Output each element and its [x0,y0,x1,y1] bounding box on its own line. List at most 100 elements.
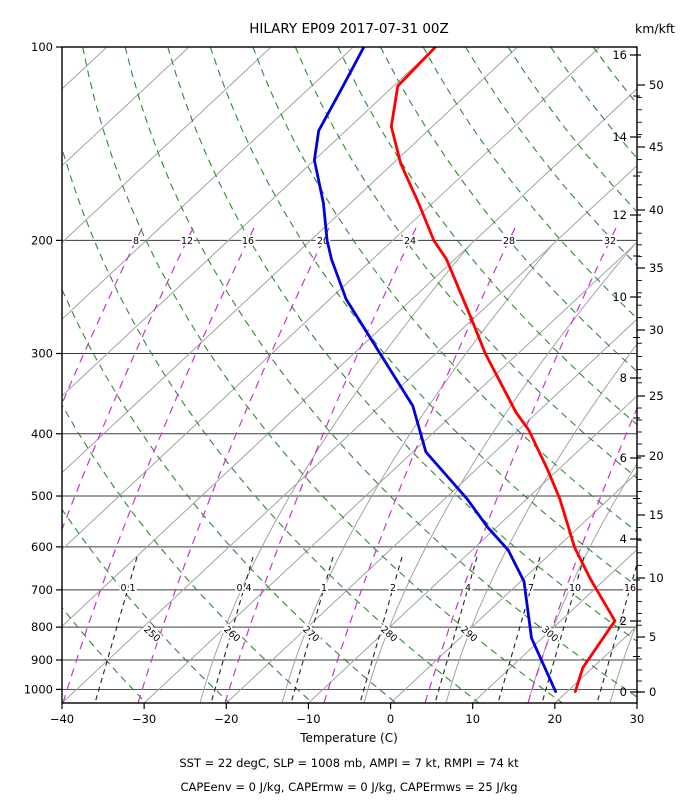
isotherm-line [0,47,25,703]
mixing-ratio-line [434,556,478,703]
km-tick-label: 14 [612,130,627,144]
altitude-unit-label: km/kft [635,21,675,36]
line-value-label: 32 [604,236,616,247]
km-tick-label: 10 [612,290,627,304]
mixing-ratio-line [94,556,138,703]
dry-adiabat-line [550,47,637,159]
footer-stats-line1: SST = 22 degC, SLP = 1008 mb, AMPI = 7 k… [179,756,519,770]
temperature-tick-label: −10 [296,712,320,726]
line-value-label: 0.1 [120,583,135,594]
kft-tick-label: 35 [649,261,664,275]
kft-tick-label: 30 [649,323,664,337]
kft-tick-label: 15 [649,508,664,522]
temperature-tick-label: 20 [548,712,563,726]
isotherm-line [62,164,637,703]
dry-adiabat-line [294,47,637,479]
pressure-tick-label: 800 [31,620,53,634]
isotherm-line [472,548,637,703]
km-tick-label: 2 [620,614,627,628]
temperature-tick-label: 10 [465,712,480,726]
isotherm-line [62,47,108,90]
magenta-dashed-line [62,227,255,703]
moist-adiabat-line [199,244,471,703]
pressure-tick-label: 400 [31,427,53,441]
line-value-label: 24 [404,236,416,247]
kft-tick-label: 40 [649,203,664,217]
isotherm-line [143,241,637,703]
pressure-tick-label: 600 [31,540,53,554]
dry-adiabat-line [507,47,637,213]
dry-adiabat-line [62,403,313,703]
moist-adiabat-line [281,244,553,703]
km-tick-label: 16 [612,48,627,62]
moist-adiabat-line [445,343,637,703]
isotherm-line [62,47,354,320]
magenta-dashed-lines [62,227,637,703]
dry-adiabat-line [465,47,637,267]
kft-tick-label: 5 [649,630,656,644]
isotherm-lines [0,47,637,703]
kft-tick-label: 0 [649,685,656,699]
line-value-label: 2 [390,583,396,594]
km-tick-label: 0 [620,685,627,699]
dry-adiabat-line [62,606,147,703]
pressure-tick-label: 100 [31,40,53,54]
dry-adiabat-line [82,47,563,703]
isotherm-line [62,47,436,397]
line-value-label: 10 [569,583,581,594]
dry-adiabat-line [252,47,637,533]
kft-tick-label: 20 [649,449,664,463]
dry-adiabat-line [62,508,230,703]
temperature-tick-label: −30 [132,712,156,726]
mixing-ratio-line [210,556,254,703]
pressure-tick-label: 900 [31,653,53,667]
isotherm-line [62,47,518,474]
isotherm-line [62,47,272,244]
line-value-label: 28 [503,236,515,247]
line-value-label: 7 [528,583,534,594]
line-value-label: 4 [465,583,471,594]
magenta-dashed-line [224,227,417,703]
dewpoint-curve [312,47,557,693]
km-tick-label: 8 [620,371,627,385]
magenta-dashed-line [323,227,516,703]
mixing-ratio-line [596,561,637,703]
km-tick-label: 12 [612,208,627,222]
temperature-tick-label: 0 [387,712,394,726]
pressure-tick-label: 300 [31,346,53,360]
kft-tick-label: 50 [649,78,664,92]
dry-adiabat-line [62,701,64,703]
mixing-ratio-line [497,556,541,703]
x-axis-title: Temperature (C) [299,731,398,745]
magenta-dashed-line [424,227,617,703]
dry-adiabat-line [592,47,637,105]
dry-adiabat-lines [62,47,637,703]
sounding-curves [312,47,617,693]
dry-adiabat-line [167,47,637,642]
temperature-tick-label: 30 [630,712,645,726]
moist-adiabat-line [609,621,637,703]
line-value-label: 8 [133,236,139,247]
isotherm-line [62,47,601,551]
temperature-tick-label: −20 [214,712,238,726]
temperature-curve [389,47,617,693]
chart-title: HILARY EP09 2017-07-31 00Z [249,21,449,37]
dry-adiabat-line [124,47,637,698]
temperature-tick-label: −40 [50,712,74,726]
dry-adiabat-line [635,47,637,50]
pressure-tick-label: 500 [31,489,53,503]
mixing-ratio-line [359,556,403,703]
isotherm-line [62,88,637,627]
pressure-tick-label: 700 [31,583,53,597]
mixing-ratio-dashed-lines [94,556,637,703]
isotherm-line [636,702,637,703]
magenta-dashed-line [62,227,194,532]
kft-tick-label: 25 [649,389,664,403]
isotherm-line [390,472,637,703]
magenta-dashed-line [62,227,143,406]
dry-adiabat-line [62,145,480,703]
pressure-tick-label: 200 [31,233,53,247]
